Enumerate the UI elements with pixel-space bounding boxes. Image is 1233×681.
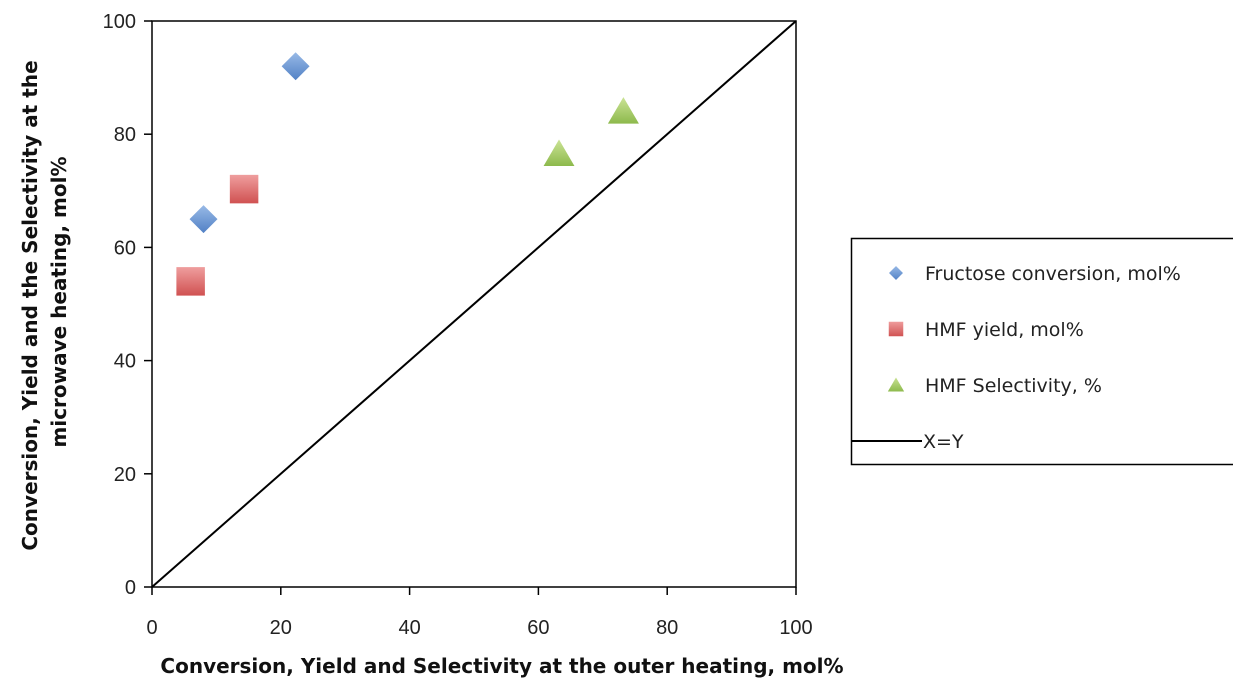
- data-point-square: [174, 265, 207, 298]
- data-point-square: [228, 173, 260, 205]
- x-tick-label: 100: [779, 617, 812, 639]
- legend: Fructose conversion, mol% HMF yield, mol%…: [850, 237, 1233, 466]
- plot-frame: [151, 20, 797, 588]
- legend-label: Fructose conversion, mol%: [925, 263, 1181, 285]
- series-line-x-equals-y: [151, 20, 797, 588]
- y-tick-label: 0: [125, 577, 136, 599]
- data-marks: [151, 20, 797, 588]
- plot-area: 0 20 40 60 80 100 0 20 40 60 80 100: [103, 11, 813, 639]
- legend-label: X=Y: [923, 431, 964, 453]
- x-tick-label: 40: [398, 617, 420, 639]
- y-tick-label: 60: [114, 237, 136, 259]
- y-axis-title-line-2: microwave heating, mol%: [47, 157, 71, 448]
- y-tick-label: 80: [114, 124, 136, 146]
- legend-swatch-triangle: [885, 374, 907, 393]
- legend-swatch-square: [887, 320, 905, 338]
- legend-swatch-diamond: [886, 263, 906, 283]
- x-tick-label: 0: [146, 617, 157, 639]
- x-tick-label: 80: [656, 617, 678, 639]
- legend-box: [850, 237, 1233, 466]
- y-tick-label: 100: [103, 11, 136, 33]
- x-tick-label: 20: [270, 617, 292, 639]
- legend-label: HMF Selectivity, %: [925, 375, 1102, 397]
- data-point-triangle: [540, 136, 578, 168]
- x-tick-label: 60: [527, 617, 549, 639]
- data-point-diamond: [279, 50, 312, 83]
- y-tick-label: 40: [114, 351, 136, 373]
- data-point-triangle: [605, 94, 642, 126]
- y-tick-label: 20: [114, 464, 136, 486]
- y-axis-title-line-1: Conversion, Yield and the Selectivity at…: [18, 60, 42, 550]
- y-axis-title: Conversion, Yield and the Selectivity at…: [18, 53, 71, 550]
- legend-label: HMF yield, mol%: [925, 319, 1084, 341]
- x-axis-title: Conversion, Yield and Selectivity at the…: [160, 654, 843, 678]
- data-point-diamond: [187, 203, 220, 236]
